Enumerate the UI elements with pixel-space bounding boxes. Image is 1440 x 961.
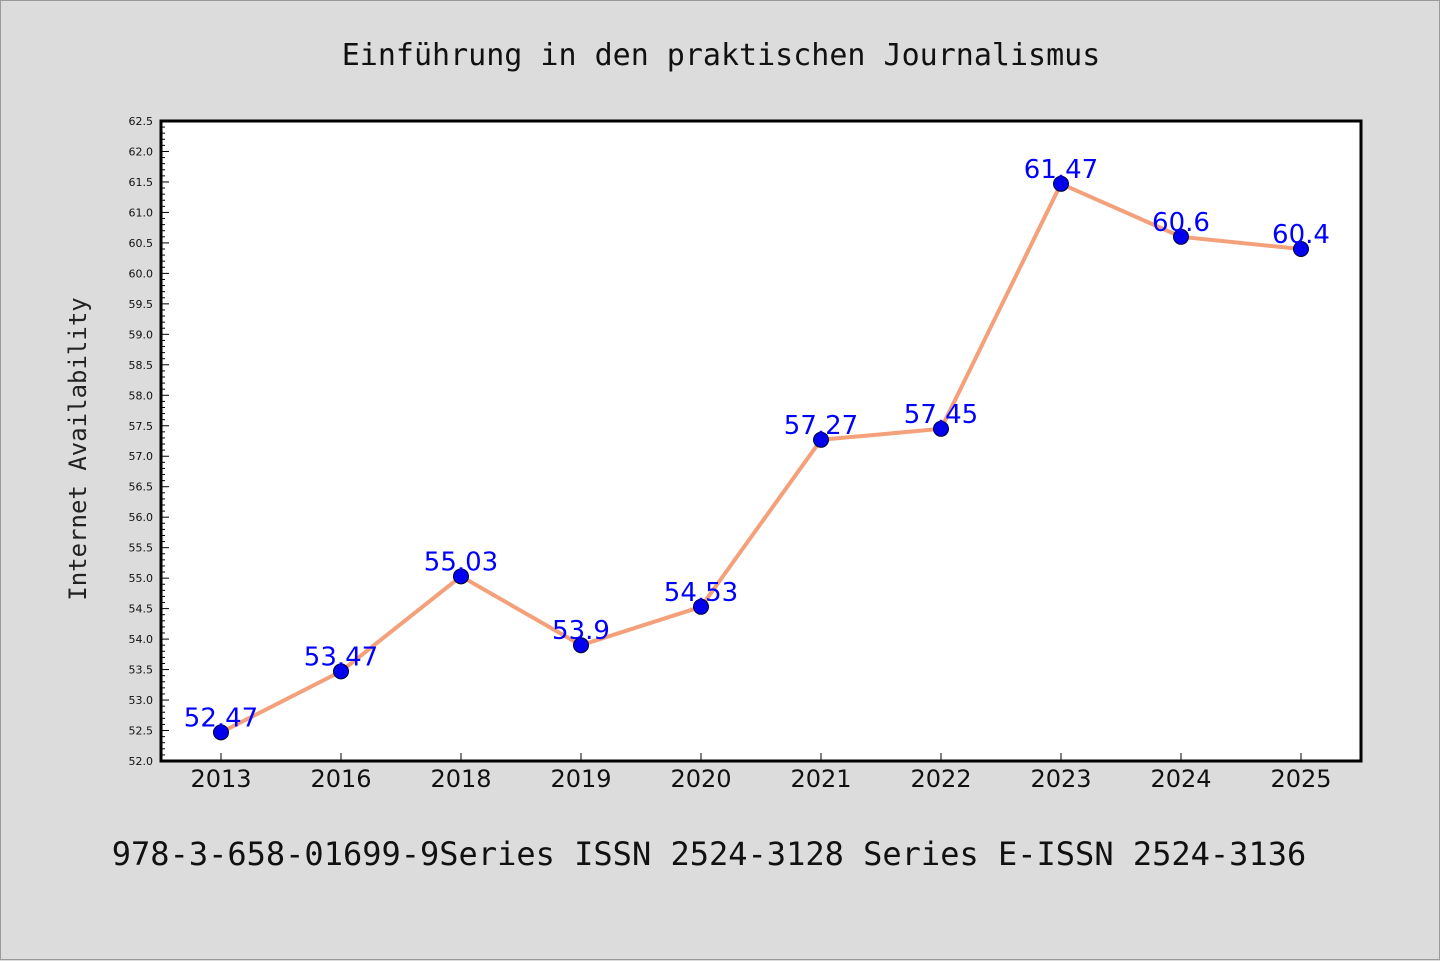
x-tick-label: 2025 [1270,765,1331,793]
y-tick-label: 59.0 [129,328,154,341]
y-tick-label: 58.5 [129,359,154,372]
data-labels: 52.47 53.47 55.03 53.9 54.53 57.27 57.45 61.47 6… [184,155,1330,734]
y-tick-label: 61.5 [129,176,154,189]
data-label: 53.47 [304,642,378,672]
x-tick-label: 2013 [190,765,251,793]
y-tick-label: 60.5 [129,237,154,250]
data-label: 61.47 [1024,155,1098,185]
y-tick-label: 59.5 [129,298,154,311]
y-tick-label: 62.5 [129,115,154,128]
footer-isbn-text: 978-3-658-01699-9Series ISSN 2524-3128 S… [112,835,1306,873]
y-minor-ticks [161,126,165,756]
y-tick-label: 56.0 [129,511,154,524]
series-line [219,181,1303,735]
y-tick-label: 55.5 [129,542,154,555]
x-axis-ticks: 2013 2016 2018 2019 2020 2021 2022 2023 2024 2025 [190,753,1332,793]
x-tick-label: 2018 [430,765,491,793]
y-tick-label: 60.0 [129,267,154,280]
data-label: 55.03 [424,547,498,577]
y-tick-label: 54.0 [129,633,154,646]
data-point [813,431,829,448]
data-label: 54.53 [664,578,738,608]
x-tick-label: 2022 [910,765,971,793]
data-point [933,420,949,437]
x-tick-label: 2016 [310,765,371,793]
data-label: 57.45 [904,400,978,430]
x-tick-label: 2019 [550,765,611,793]
y-tick-label: 54.5 [129,603,154,616]
x-tick-label: 2023 [1030,765,1091,793]
y-tick-label: 57.5 [129,420,154,433]
data-point [1053,175,1069,192]
x-tick-label: 2024 [1150,765,1211,793]
data-point [693,598,709,615]
data-point [333,663,349,680]
y-axis-label: Internet Availability [64,297,92,600]
data-point [573,637,589,654]
x-tick-label: 2021 [790,765,851,793]
y-tick-label: 55.0 [129,572,154,585]
data-point [1173,228,1189,245]
x-tick-label: 2020 [670,765,731,793]
y-tick-label: 57.0 [129,450,154,463]
y-tick-label: 56.5 [129,481,154,494]
y-tick-label: 52.0 [129,755,154,768]
data-label: 57.27 [784,411,858,441]
y-tick-label: 62.0 [129,145,154,158]
y-tick-label: 58.0 [129,389,154,402]
y-tick-label: 53.0 [129,694,154,707]
y-tick-label: 53.5 [129,664,154,677]
data-label: 53.9 [552,616,610,646]
y-tick-label: 52.5 [129,725,154,738]
chart-title: Einführung in den praktischen Journalism… [342,38,1101,73]
y-axis-ticks: 52.0 52.5 53.0 53.5 54.0 54.5 55.0 55.5 56.0 56.5… [129,115,169,768]
data-label: 52.47 [184,703,258,733]
y-tick-label: 61.0 [129,206,154,219]
series-line-group [219,181,1303,735]
data-label: 60.4 [1272,220,1330,250]
data-point-markers [213,175,1309,741]
data-point [1293,241,1309,257]
data-label: 60.6 [1152,208,1210,238]
data-point [213,724,229,741]
data-point [453,568,469,585]
